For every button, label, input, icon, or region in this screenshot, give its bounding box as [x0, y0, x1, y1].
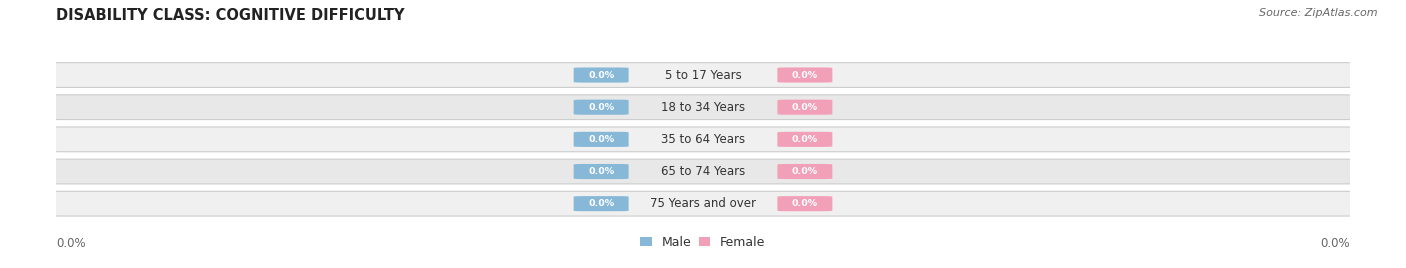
Text: Source: ZipAtlas.com: Source: ZipAtlas.com — [1260, 8, 1378, 18]
Text: 0.0%: 0.0% — [588, 103, 614, 112]
Text: 0.0%: 0.0% — [588, 135, 614, 144]
FancyBboxPatch shape — [574, 196, 628, 211]
Text: 75 Years and over: 75 Years and over — [650, 197, 756, 210]
Text: 18 to 34 Years: 18 to 34 Years — [661, 101, 745, 114]
Text: 0.0%: 0.0% — [588, 167, 614, 176]
Text: 0.0%: 0.0% — [792, 70, 818, 80]
FancyBboxPatch shape — [574, 164, 628, 179]
Text: 0.0%: 0.0% — [792, 135, 818, 144]
Text: 0.0%: 0.0% — [56, 237, 86, 250]
Text: 0.0%: 0.0% — [588, 70, 614, 80]
FancyBboxPatch shape — [46, 95, 1360, 120]
FancyBboxPatch shape — [46, 191, 1360, 216]
FancyBboxPatch shape — [778, 196, 832, 211]
FancyBboxPatch shape — [778, 164, 832, 179]
FancyBboxPatch shape — [574, 68, 628, 83]
Text: 0.0%: 0.0% — [792, 103, 818, 112]
FancyBboxPatch shape — [574, 132, 628, 147]
FancyBboxPatch shape — [778, 68, 832, 83]
FancyBboxPatch shape — [46, 159, 1360, 184]
Text: 0.0%: 0.0% — [588, 199, 614, 208]
FancyBboxPatch shape — [778, 100, 832, 115]
Text: 35 to 64 Years: 35 to 64 Years — [661, 133, 745, 146]
FancyBboxPatch shape — [574, 100, 628, 115]
Text: DISABILITY CLASS: COGNITIVE DIFFICULTY: DISABILITY CLASS: COGNITIVE DIFFICULTY — [56, 8, 405, 23]
FancyBboxPatch shape — [46, 127, 1360, 152]
Text: 0.0%: 0.0% — [792, 199, 818, 208]
Text: 0.0%: 0.0% — [1320, 237, 1350, 250]
Legend: Male, Female: Male, Female — [636, 231, 770, 254]
Text: 5 to 17 Years: 5 to 17 Years — [665, 69, 741, 81]
Text: 65 to 74 Years: 65 to 74 Years — [661, 165, 745, 178]
FancyBboxPatch shape — [778, 132, 832, 147]
Text: 0.0%: 0.0% — [792, 167, 818, 176]
FancyBboxPatch shape — [46, 63, 1360, 87]
